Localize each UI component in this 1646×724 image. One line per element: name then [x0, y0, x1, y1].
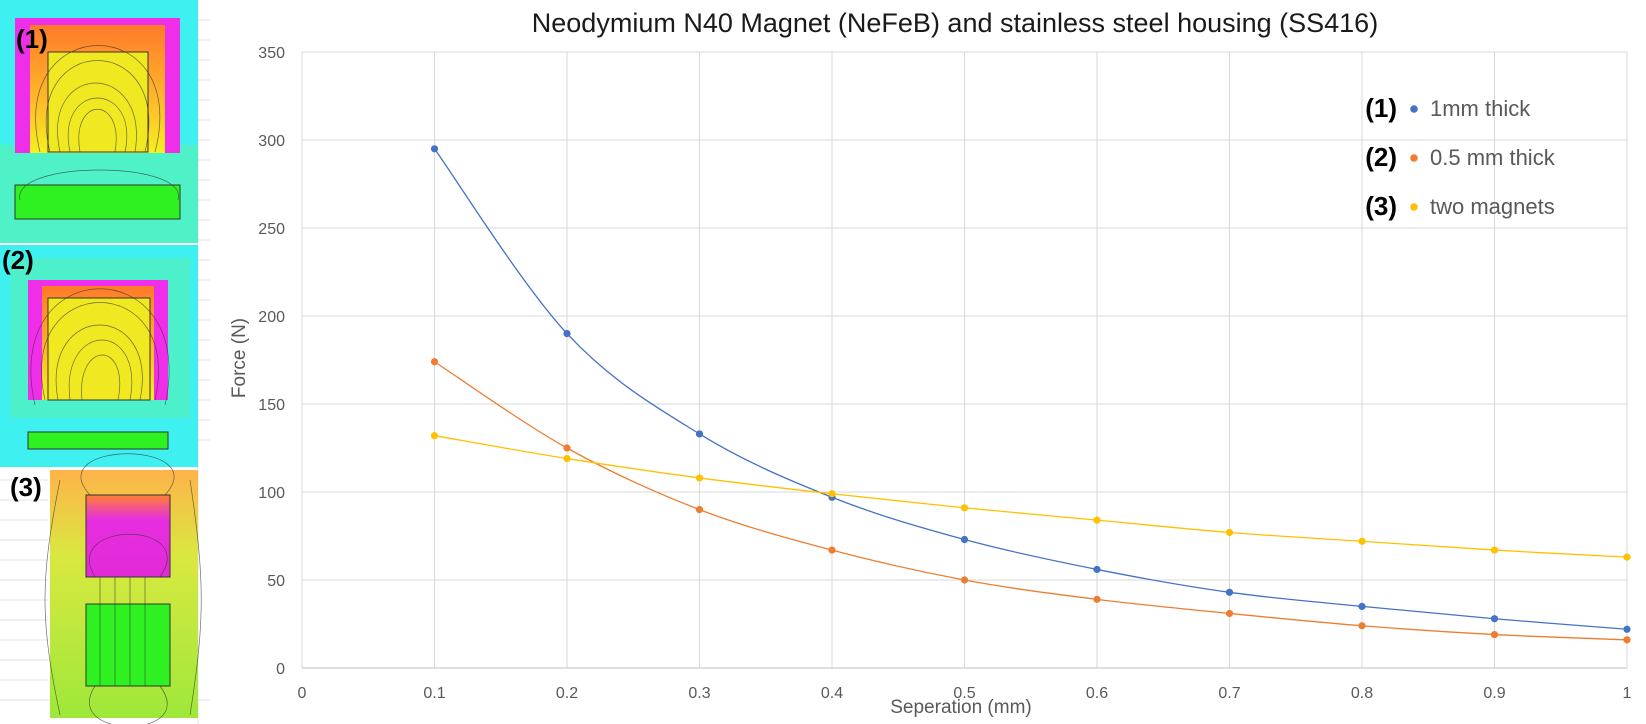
- data-point: [960, 576, 969, 584]
- data-point: [430, 432, 439, 440]
- y-tick-label: 50: [267, 573, 285, 590]
- data-point: [1490, 615, 1499, 623]
- y-tick-label: 200: [258, 309, 285, 326]
- series: [430, 145, 1631, 644]
- legend-label: 0.5 mm thick: [1430, 145, 1556, 170]
- series-line: [433, 148, 1628, 630]
- panel-label-3: (3): [10, 472, 42, 502]
- data-point: [1225, 528, 1234, 537]
- legend-marker: [1410, 154, 1418, 162]
- x-tick-label: 0.6: [1086, 685, 1108, 702]
- legend-entry-3: (3) two magnets: [1365, 191, 1555, 221]
- series-line: [434, 361, 1628, 641]
- data-point: [1093, 595, 1101, 603]
- y-tick-label: 350: [258, 45, 285, 62]
- x-tick-label: 0.4: [821, 685, 843, 702]
- legend-marker: [1410, 105, 1418, 113]
- y-tick-label: 150: [258, 397, 285, 414]
- x-axis-title: Seperation (mm): [890, 697, 1032, 718]
- legend-label: 1mm thick: [1430, 96, 1531, 121]
- y-tick-label: 300: [258, 133, 285, 150]
- series-1: [430, 145, 1631, 633]
- data-point: [1225, 588, 1234, 596]
- data-point: [430, 145, 439, 153]
- data-point: [1093, 565, 1101, 574]
- x-tick-label: 0.7: [1218, 685, 1240, 702]
- x-tick-label: 1: [1623, 685, 1632, 702]
- data-point: [1623, 553, 1631, 561]
- data-point: [1490, 546, 1499, 554]
- data-point: [1358, 622, 1366, 630]
- data-point: [828, 490, 836, 498]
- data-point: [960, 504, 969, 512]
- data-point: [960, 535, 969, 544]
- data-point: [430, 358, 439, 366]
- data-point: [695, 506, 704, 514]
- simulation-panel-3: [44, 453, 202, 724]
- legend-tag: (2): [1365, 142, 1397, 172]
- data-point: [1490, 630, 1499, 639]
- grid: [301, 51, 1628, 669]
- data-point: [828, 546, 836, 554]
- panel-label-1: (1): [16, 24, 48, 54]
- y-axis-title: Force (N): [229, 318, 250, 398]
- data-point: [1225, 609, 1234, 618]
- simulation-images: [0, 0, 210, 724]
- legend-entry-1: (1) 1mm thick: [1365, 93, 1531, 123]
- y-tick-label: 100: [258, 485, 285, 502]
- legend-tag: (3): [1365, 191, 1397, 221]
- chart-title: Neodymium N40 Magnet (NeFeB) and stainle…: [532, 8, 1378, 38]
- data-point: [1358, 602, 1366, 611]
- legend-marker: [1410, 203, 1418, 211]
- panel-label-2: (2): [2, 245, 34, 275]
- x-tick-label: 0.8: [1351, 685, 1373, 702]
- data-point: [1358, 537, 1366, 545]
- x-tick-label: 0: [298, 685, 307, 702]
- legend: (1) 1mm thick (2) 0.5 mm thick (3) two magnet…: [1365, 93, 1555, 221]
- y-tick-label: 250: [258, 221, 285, 238]
- data-point: [563, 444, 571, 452]
- simulation-panel-1: [0, 0, 198, 243]
- legend-entry-2: (2) 0.5 mm thick: [1365, 142, 1555, 172]
- data-point: [1623, 625, 1631, 633]
- series-2: [430, 358, 1631, 644]
- data-point: [695, 474, 704, 482]
- data-point: [695, 430, 704, 438]
- y-tick-label: 0: [276, 661, 285, 678]
- data-point: [563, 454, 571, 463]
- series-line: [434, 435, 1628, 558]
- x-tick-label: 0.5: [953, 685, 975, 702]
- x-tick-label: 0.2: [556, 685, 578, 702]
- axes: 0 50 100 150 200 250 300 350 0 0.1 0.2 0.3 0.4 0.5 0.6…: [258, 45, 1631, 702]
- x-tick-label: 0.1: [423, 685, 445, 702]
- legend-label: two magnets: [1430, 194, 1555, 219]
- data-point: [563, 330, 571, 338]
- series-3: [430, 432, 1631, 561]
- data-point: [1623, 636, 1631, 644]
- x-tick-label: 0.9: [1483, 685, 1505, 702]
- x-tick-label: 0.3: [688, 685, 710, 702]
- legend-tag: (1): [1365, 93, 1397, 123]
- data-point: [1093, 516, 1101, 524]
- simulation-panel-2: [0, 245, 198, 467]
